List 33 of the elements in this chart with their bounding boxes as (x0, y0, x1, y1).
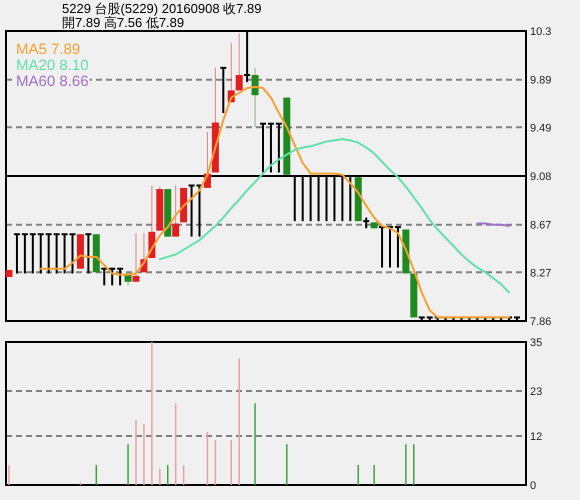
text: MA5 7.89 (16, 41, 80, 58)
y-tick-label: 23 (530, 386, 542, 398)
y-tick-label: 8.67 (530, 220, 552, 232)
chart-subtitle: 開7.89 高7.56 低7.89 (62, 15, 184, 30)
candlestick (362, 216, 370, 230)
chart-title: 5229 台股(5229) 20160908 收7.89 (62, 1, 262, 16)
y-tick-label: 12 (530, 430, 542, 443)
text: MA60 8.66 (16, 73, 89, 90)
y-tick-label: 7.86 (530, 316, 552, 328)
candlestick (12, 233, 21, 274)
candlestick (84, 233, 92, 274)
text: MA20 8.10 (16, 57, 89, 74)
y-tick-label: 35 (530, 337, 542, 349)
candlestick (52, 233, 61, 274)
candlestick (259, 122, 267, 174)
line-series (158, 138, 510, 294)
candlestick (219, 66, 228, 114)
candlestick (116, 268, 124, 286)
candlestick (266, 122, 275, 174)
y-tick-label: 9.89 (530, 74, 552, 87)
candlestick (394, 226, 402, 269)
y-tick-label: 9.49 (530, 122, 552, 134)
y-tick-label: 8.27 (530, 267, 552, 280)
candlestick (28, 233, 37, 274)
candlestick (68, 233, 76, 274)
candlestick (20, 233, 29, 274)
candlestick (60, 233, 69, 274)
candlestick (108, 268, 116, 286)
candlestick (188, 184, 196, 238)
y-tick-label: 9.08 (530, 171, 552, 183)
y-tick-label: 0 (530, 480, 536, 492)
candlestick (274, 122, 283, 174)
y-tick-label: 10.3 (530, 26, 552, 38)
